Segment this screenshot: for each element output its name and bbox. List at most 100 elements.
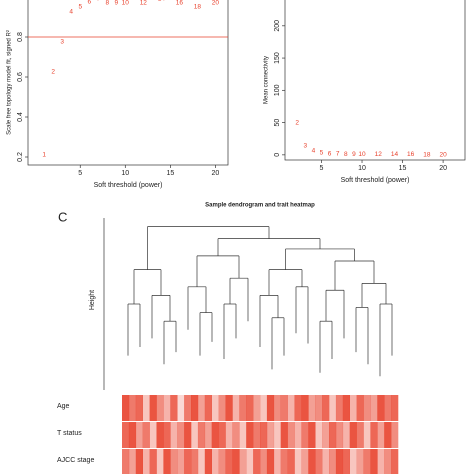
x-tick-label: 10 — [358, 165, 366, 172]
point-label: 2 — [295, 119, 299, 126]
point-label: 16 — [176, 0, 184, 7]
heat-cell — [308, 449, 316, 474]
point-label: 16 — [407, 151, 415, 158]
heat-cell — [370, 422, 378, 448]
y-tick-label: 0 — [274, 153, 281, 157]
heat-cell — [287, 395, 295, 421]
heat-cell — [273, 422, 281, 448]
heat-cell — [308, 395, 316, 421]
plot-frame — [284, 0, 466, 161]
heat-cell — [329, 422, 337, 448]
row-label: T status — [57, 430, 82, 437]
heat-cell — [184, 395, 192, 421]
x-tick-label: 5 — [320, 165, 324, 172]
heat-cell — [197, 422, 206, 448]
x-axis-label: Soft threshold (power) — [94, 182, 163, 189]
row-label: Age — [57, 403, 70, 410]
heat-cell — [280, 395, 288, 421]
heat-cell — [218, 395, 226, 421]
heat-cell — [349, 449, 357, 474]
plot-frame — [27, 0, 229, 166]
heat-cell — [322, 449, 330, 474]
y-axis-label: Mean connectivity — [264, 56, 270, 104]
heat-cell — [253, 449, 261, 474]
heat-cell — [294, 449, 302, 474]
heat-cell — [384, 449, 392, 474]
heat-cell — [329, 395, 337, 421]
heat-cell — [204, 449, 212, 474]
heat-cell — [163, 449, 171, 474]
x-tick-label: 10 — [121, 170, 129, 177]
point-label: 10 — [358, 151, 366, 158]
y-tick-label: 0.6 — [17, 72, 24, 82]
x-tick-label: 20 — [439, 165, 447, 172]
heat-cell — [266, 449, 275, 474]
point-label: 14 — [158, 0, 166, 3]
heat-cell — [211, 395, 219, 421]
point-label: 4 — [69, 9, 73, 16]
heat-cell — [287, 449, 295, 474]
y-tick-label: 200 — [274, 20, 281, 32]
heat-cell — [170, 449, 178, 474]
heat-cell — [335, 449, 344, 474]
heat-cell — [239, 395, 247, 421]
heat-cell — [197, 449, 206, 474]
chart-title: Sample dendrogram and trait heatmap — [205, 203, 315, 209]
point-label: 8 — [344, 151, 348, 158]
heat-cell — [239, 449, 247, 474]
heat-cell — [377, 395, 385, 421]
heat-cell — [225, 395, 233, 421]
heat-cell — [156, 449, 164, 474]
y-axis-label: Height — [89, 290, 96, 310]
heat-cell — [122, 422, 130, 448]
y-tick-label: 0.2 — [17, 152, 24, 162]
heat-cell — [135, 449, 143, 474]
heat-cell — [149, 395, 157, 421]
point-label: 12 — [375, 151, 383, 158]
heat-cell — [246, 395, 254, 421]
heat-cell — [142, 395, 150, 421]
heat-cell — [363, 449, 371, 474]
heat-cell — [273, 395, 281, 421]
heat-cell — [191, 422, 199, 448]
heat-cell — [170, 395, 178, 421]
point-label: 18 — [194, 4, 202, 11]
panel-letter: C — [58, 209, 67, 224]
heat-cell — [322, 395, 330, 421]
heat-cell — [239, 422, 247, 448]
heat-cell — [342, 449, 350, 474]
heat-cell — [301, 395, 309, 421]
y-tick-label: 150 — [274, 52, 281, 64]
heat-cell — [122, 449, 130, 474]
heat-cell — [156, 422, 164, 448]
heat-cell — [349, 395, 357, 421]
heat-cell — [391, 422, 399, 448]
heat-cell — [315, 422, 323, 448]
point-label: 5 — [78, 4, 82, 11]
heat-cell — [315, 395, 323, 421]
heat-cell — [363, 422, 371, 448]
heat-cell — [384, 395, 392, 421]
heat-cell — [384, 422, 392, 448]
heat-cell — [377, 422, 385, 448]
heat-cell — [253, 395, 261, 421]
y-axis-label: Scale free topology model fit, signed R² — [7, 30, 13, 135]
heat-cell — [260, 449, 268, 474]
heat-cell — [184, 422, 192, 448]
heat-cell — [218, 449, 226, 474]
heat-cell — [218, 422, 226, 448]
heat-cell — [163, 422, 171, 448]
heat-cell — [253, 422, 261, 448]
heat-cell — [246, 449, 254, 474]
point-label: 5 — [320, 150, 324, 157]
y-tick-label: 0.4 — [17, 112, 24, 122]
point-label: 10 — [122, 0, 130, 7]
point-label: 6 — [328, 150, 332, 157]
point-label: 3 — [60, 39, 64, 46]
x-tick-label: 5 — [78, 170, 82, 177]
point-label: 12 — [140, 0, 148, 7]
heat-cell — [294, 422, 302, 448]
x-tick-label: 15 — [399, 165, 407, 172]
heat-cell — [232, 422, 240, 448]
